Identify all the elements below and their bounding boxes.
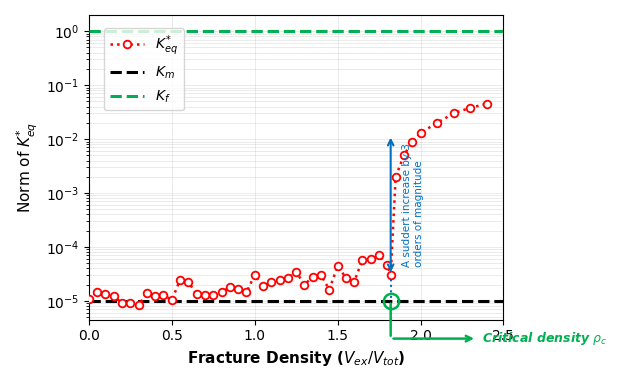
$K_{eq}^{*}$ bbox=[267, 280, 275, 284]
$K_{eq}^{*}$ bbox=[276, 278, 284, 283]
$K_{eq}^{*}$ bbox=[326, 287, 333, 292]
$K_{eq}^{*}$ bbox=[218, 290, 225, 295]
$K_{eq}^{*}$ bbox=[375, 253, 383, 257]
$K_{eq}^{*}$ bbox=[184, 280, 192, 284]
Y-axis label: Norm of $K_{eq}^{*}$: Norm of $K_{eq}^{*}$ bbox=[15, 122, 40, 213]
$K_{eq}^{*}$ bbox=[259, 284, 267, 289]
$K_{eq}^{*}$ bbox=[318, 273, 325, 278]
$K_{eq}^{*}$ bbox=[201, 293, 209, 298]
$K_{eq}^{*}$ bbox=[387, 273, 394, 277]
$K_{eq}^{*}$ bbox=[85, 297, 93, 302]
$K_{eq}^{*}$ bbox=[209, 293, 217, 298]
$K_{eq}^{*}$ bbox=[301, 282, 308, 287]
$K_f$ bbox=[251, 29, 258, 33]
Legend: $K_{eq}^{*}$, $K_m$, $K_f$: $K_{eq}^{*}$, $K_m$, $K_f$ bbox=[104, 28, 184, 110]
$K_{eq}^{*}$ bbox=[118, 301, 126, 305]
$K_{eq}^{*}$ bbox=[392, 174, 399, 179]
$K_{eq}^{*}$ bbox=[226, 285, 233, 290]
$K_{eq}^{*}$ bbox=[143, 291, 150, 295]
$K_{eq}^{*}$ bbox=[292, 270, 300, 274]
$K_{eq}^{*}$ bbox=[400, 153, 408, 157]
$K_{eq}^{*}$ bbox=[284, 276, 292, 280]
$K_{eq}^{*}$ bbox=[309, 275, 316, 279]
$K_{eq}^{*}$ bbox=[367, 257, 374, 262]
Text: A suddert increase by 3
orders of magnitude: A suddert increase by 3 orders of magnit… bbox=[402, 143, 424, 267]
$K_{eq}^{*}$ bbox=[193, 292, 201, 297]
$K_{eq}^{*}$ bbox=[110, 294, 118, 298]
$K_{eq}^{*}$ bbox=[251, 273, 258, 277]
$K_{eq}^{*}$ bbox=[160, 293, 167, 297]
$K_{eq}^{*}$ bbox=[235, 287, 242, 291]
$K_m$ bbox=[85, 298, 93, 303]
$K_{eq}^{*}$ bbox=[152, 294, 159, 298]
$K_{eq}^{*}$ bbox=[409, 139, 416, 144]
$K_{eq}^{*}$ bbox=[93, 290, 101, 294]
$K_{eq}^{*}$ bbox=[176, 278, 184, 282]
$K_{eq}^{*}$ bbox=[243, 290, 250, 295]
$K_f$ bbox=[85, 29, 93, 33]
$K_{eq}^{*}$ bbox=[467, 105, 474, 110]
$K_{eq}^{*}$ bbox=[135, 303, 142, 307]
$K_m$ bbox=[251, 298, 258, 303]
$K_{eq}^{*}$ bbox=[433, 121, 441, 125]
X-axis label: Fracture Density ($V_{ex}/V_{tot}$): Fracture Density ($V_{ex}/V_{tot}$) bbox=[187, 349, 405, 368]
$K_{eq}^{*}$ bbox=[342, 275, 350, 280]
$K_{eq}^{*}$ bbox=[450, 111, 457, 116]
$K_{eq}^{*}$ bbox=[417, 131, 424, 135]
$K_{eq}^{*}$ bbox=[483, 101, 491, 106]
$K_{eq}^{*}$ bbox=[350, 280, 358, 284]
Text: Critical density $\rho_c$: Critical density $\rho_c$ bbox=[482, 330, 607, 347]
Line: $K_{eq}^{*}$: $K_{eq}^{*}$ bbox=[85, 100, 491, 309]
$K_{eq}^{*}$ bbox=[384, 263, 391, 268]
$K_{eq}^{*}$ bbox=[127, 301, 134, 305]
$K_{eq}^{*}$ bbox=[334, 264, 341, 268]
$K_{eq}^{*}$ bbox=[102, 292, 109, 297]
$K_{eq}^{*}$ bbox=[359, 257, 366, 262]
$K_{eq}^{*}$ bbox=[168, 298, 176, 303]
